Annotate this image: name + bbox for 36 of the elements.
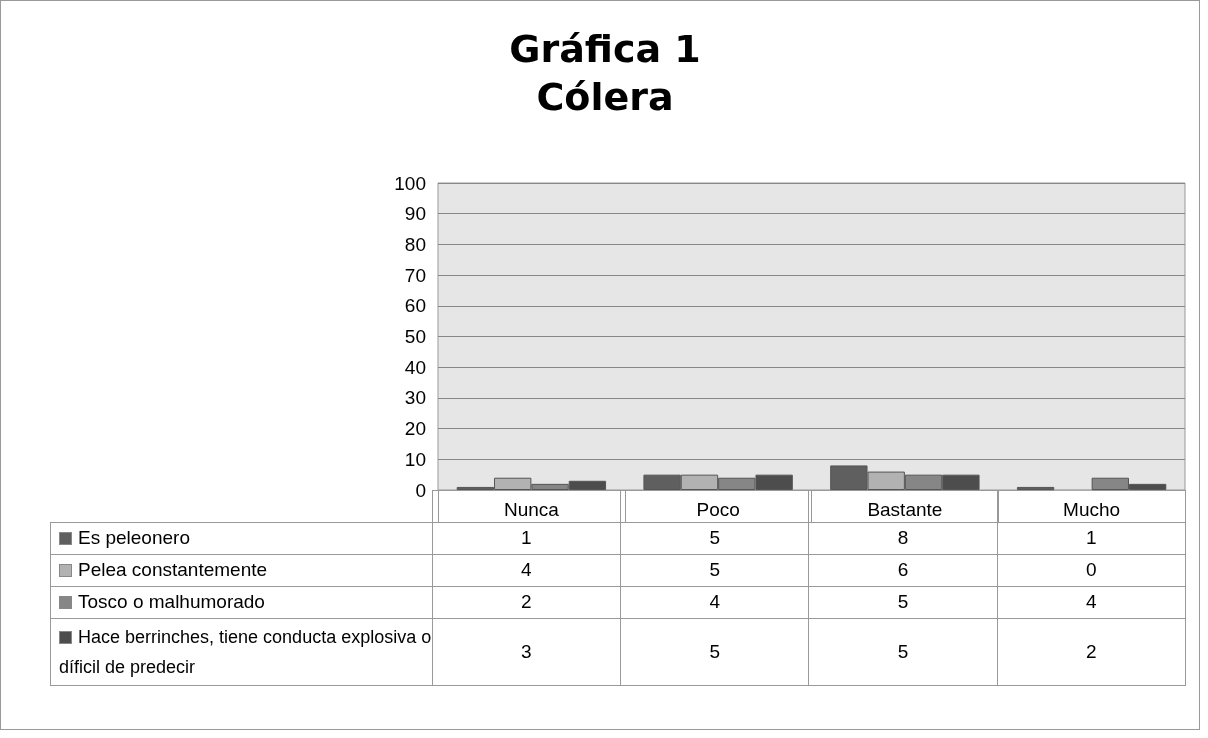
x-tick-label: Mucho <box>1063 499 1121 520</box>
y-tick-label: 80 <box>404 233 426 255</box>
data-label: 4 <box>997 586 1186 618</box>
data-label: 2 <box>432 586 621 618</box>
y-tick-label: 10 <box>404 448 426 470</box>
x-tick-label: Poco <box>696 499 740 520</box>
data-label: 5 <box>620 522 809 554</box>
y-tick-label: 0 <box>415 479 426 501</box>
legend-label: Es peleonero <box>78 527 190 548</box>
legend-label: Pelea constantemente <box>78 559 268 580</box>
data-label: 5 <box>808 618 998 685</box>
data-label: 5 <box>620 554 809 586</box>
x-tick-label: Nunca <box>503 499 560 520</box>
data-label: 5 <box>620 618 809 685</box>
y-tick-label: 70 <box>404 264 426 286</box>
y-tick-label: 100 <box>394 172 426 194</box>
y-tick-label: 60 <box>404 295 426 317</box>
data-label: 1 <box>997 522 1186 554</box>
data-label: 4 <box>432 554 621 586</box>
data-label: 5 <box>808 586 998 618</box>
y-tick-label: 90 <box>404 203 426 225</box>
x-tick-label: Bastante <box>867 499 943 520</box>
data-label: 1 <box>432 522 621 554</box>
data-label: 8 <box>808 522 998 554</box>
data-label: 2 <box>997 618 1186 685</box>
data-label: 6 <box>808 554 998 586</box>
y-tick-label: 40 <box>404 356 426 378</box>
y-tick-label: 30 <box>404 387 426 409</box>
data-label: 0 <box>997 554 1186 586</box>
y-tick-label: 50 <box>404 326 426 347</box>
legend-label: Hace berrinches, tiene conducta explosiva o díficil de predecir <box>59 626 432 677</box>
chart-title: Gráfica 1 Cólera <box>509 27 701 119</box>
legend-label: Tosco o malhumorado <box>78 591 265 612</box>
y-tick-label: 20 <box>404 418 426 440</box>
data-label: 3 <box>432 618 621 685</box>
data-label: 4 <box>620 586 809 618</box>
